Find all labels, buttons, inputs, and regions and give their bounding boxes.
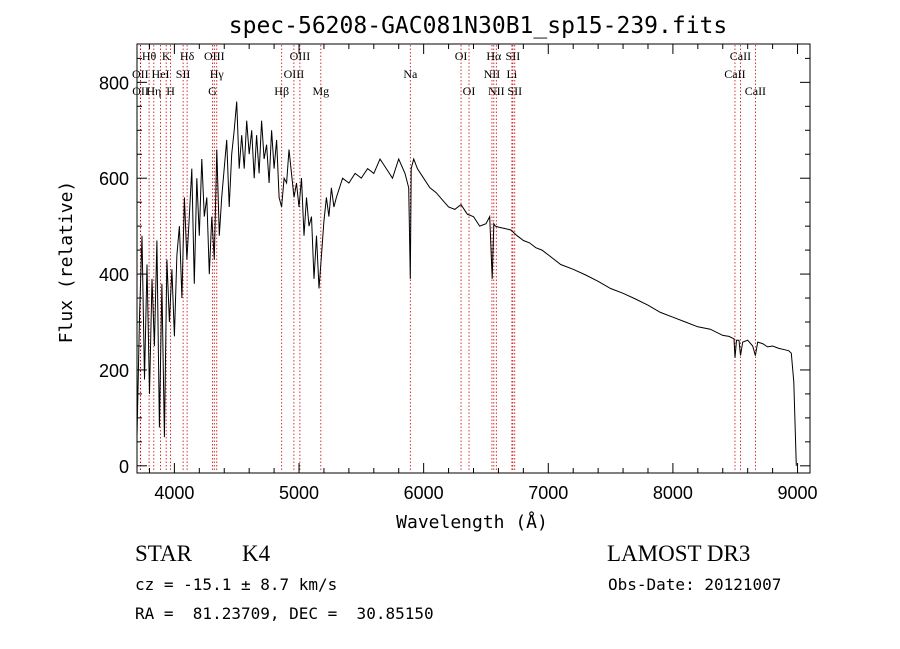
object-class: STAR (135, 541, 193, 566)
spectral-line-label: Hγ (210, 67, 225, 81)
x-tick-label: 9000 (778, 483, 818, 503)
spectral-line-label: NII (488, 84, 505, 98)
spectral-line-label: CaII (730, 49, 751, 63)
spectral-line-label: OII (132, 67, 149, 81)
y-tick-label: 800 (99, 73, 129, 93)
spectral-line-label: Hδ (180, 49, 195, 63)
spectrum-line (136, 101, 797, 466)
spectral-line-label: Hη (146, 84, 161, 98)
spectral-line-label: NII (484, 67, 501, 81)
spectral-line-label: Hβ (274, 84, 289, 98)
x-tick-label: 5000 (279, 483, 319, 503)
x-tick-label: 7000 (528, 483, 568, 503)
spectral-line-label: Li (507, 67, 518, 81)
redshift-text: cz = -15.1 ± 8.7 km/s (135, 575, 337, 594)
object-subclass: K4 (242, 541, 271, 566)
spectral-line-label: Hθ (142, 49, 157, 63)
chart-title: spec-56208-GAC081N30B1_sp15-239.fits (229, 13, 728, 39)
y-tick-label: 200 (99, 361, 129, 381)
spectral-line-label: G (208, 84, 217, 98)
x-tick-label: 8000 (653, 483, 693, 503)
y-tick-label: 400 (99, 265, 129, 285)
spectral-line-label: OIII (290, 49, 311, 63)
spectral-line-label: CaII (745, 84, 766, 98)
spectral-line-label: OIII (204, 49, 225, 63)
spectral-line-markers (139, 45, 756, 472)
spectral-line-label: Hα (486, 49, 502, 63)
spectral-line-label: H (166, 84, 175, 98)
spectral-line-label: CaII (724, 67, 745, 81)
x-tick-label: 6000 (404, 483, 444, 503)
x-tick-label: 4000 (154, 483, 194, 503)
spectral-line-label: OII (132, 84, 149, 98)
y-tick-label: 0 (119, 457, 129, 477)
y-axis-label: Flux (relative) (56, 181, 77, 344)
spectral-line-label: OI (455, 49, 468, 63)
x-axis-ticks: 4000 5000 6000 7000 8000 9000 (148, 44, 818, 503)
x-axis-label: Wavelength (Å) (396, 511, 548, 533)
plot-frame (136, 43, 811, 474)
y-axis-ticks: 0 200 400 600 800 (99, 57, 810, 477)
obs-date: Obs-Date: 20121007 (608, 575, 781, 594)
spectral-line-label: OI (463, 84, 476, 98)
spectral-line-label: K (162, 49, 171, 63)
spectral-line-label: OIII (284, 67, 305, 81)
y-tick-label: 600 (99, 169, 129, 189)
spectral-line-label: SII (507, 84, 522, 98)
spectral-line-label: Na (403, 67, 418, 81)
spectral-line-label: SII (506, 49, 521, 63)
spectral-line-label: Mg (312, 84, 329, 98)
spectral-line-label: HeI (152, 67, 170, 81)
spectral-line-label: SII (176, 67, 191, 81)
survey-label: LAMOST DR3 (607, 541, 750, 566)
coordinates: RA = 81.23709, DEC = 30.85150 (135, 604, 434, 623)
